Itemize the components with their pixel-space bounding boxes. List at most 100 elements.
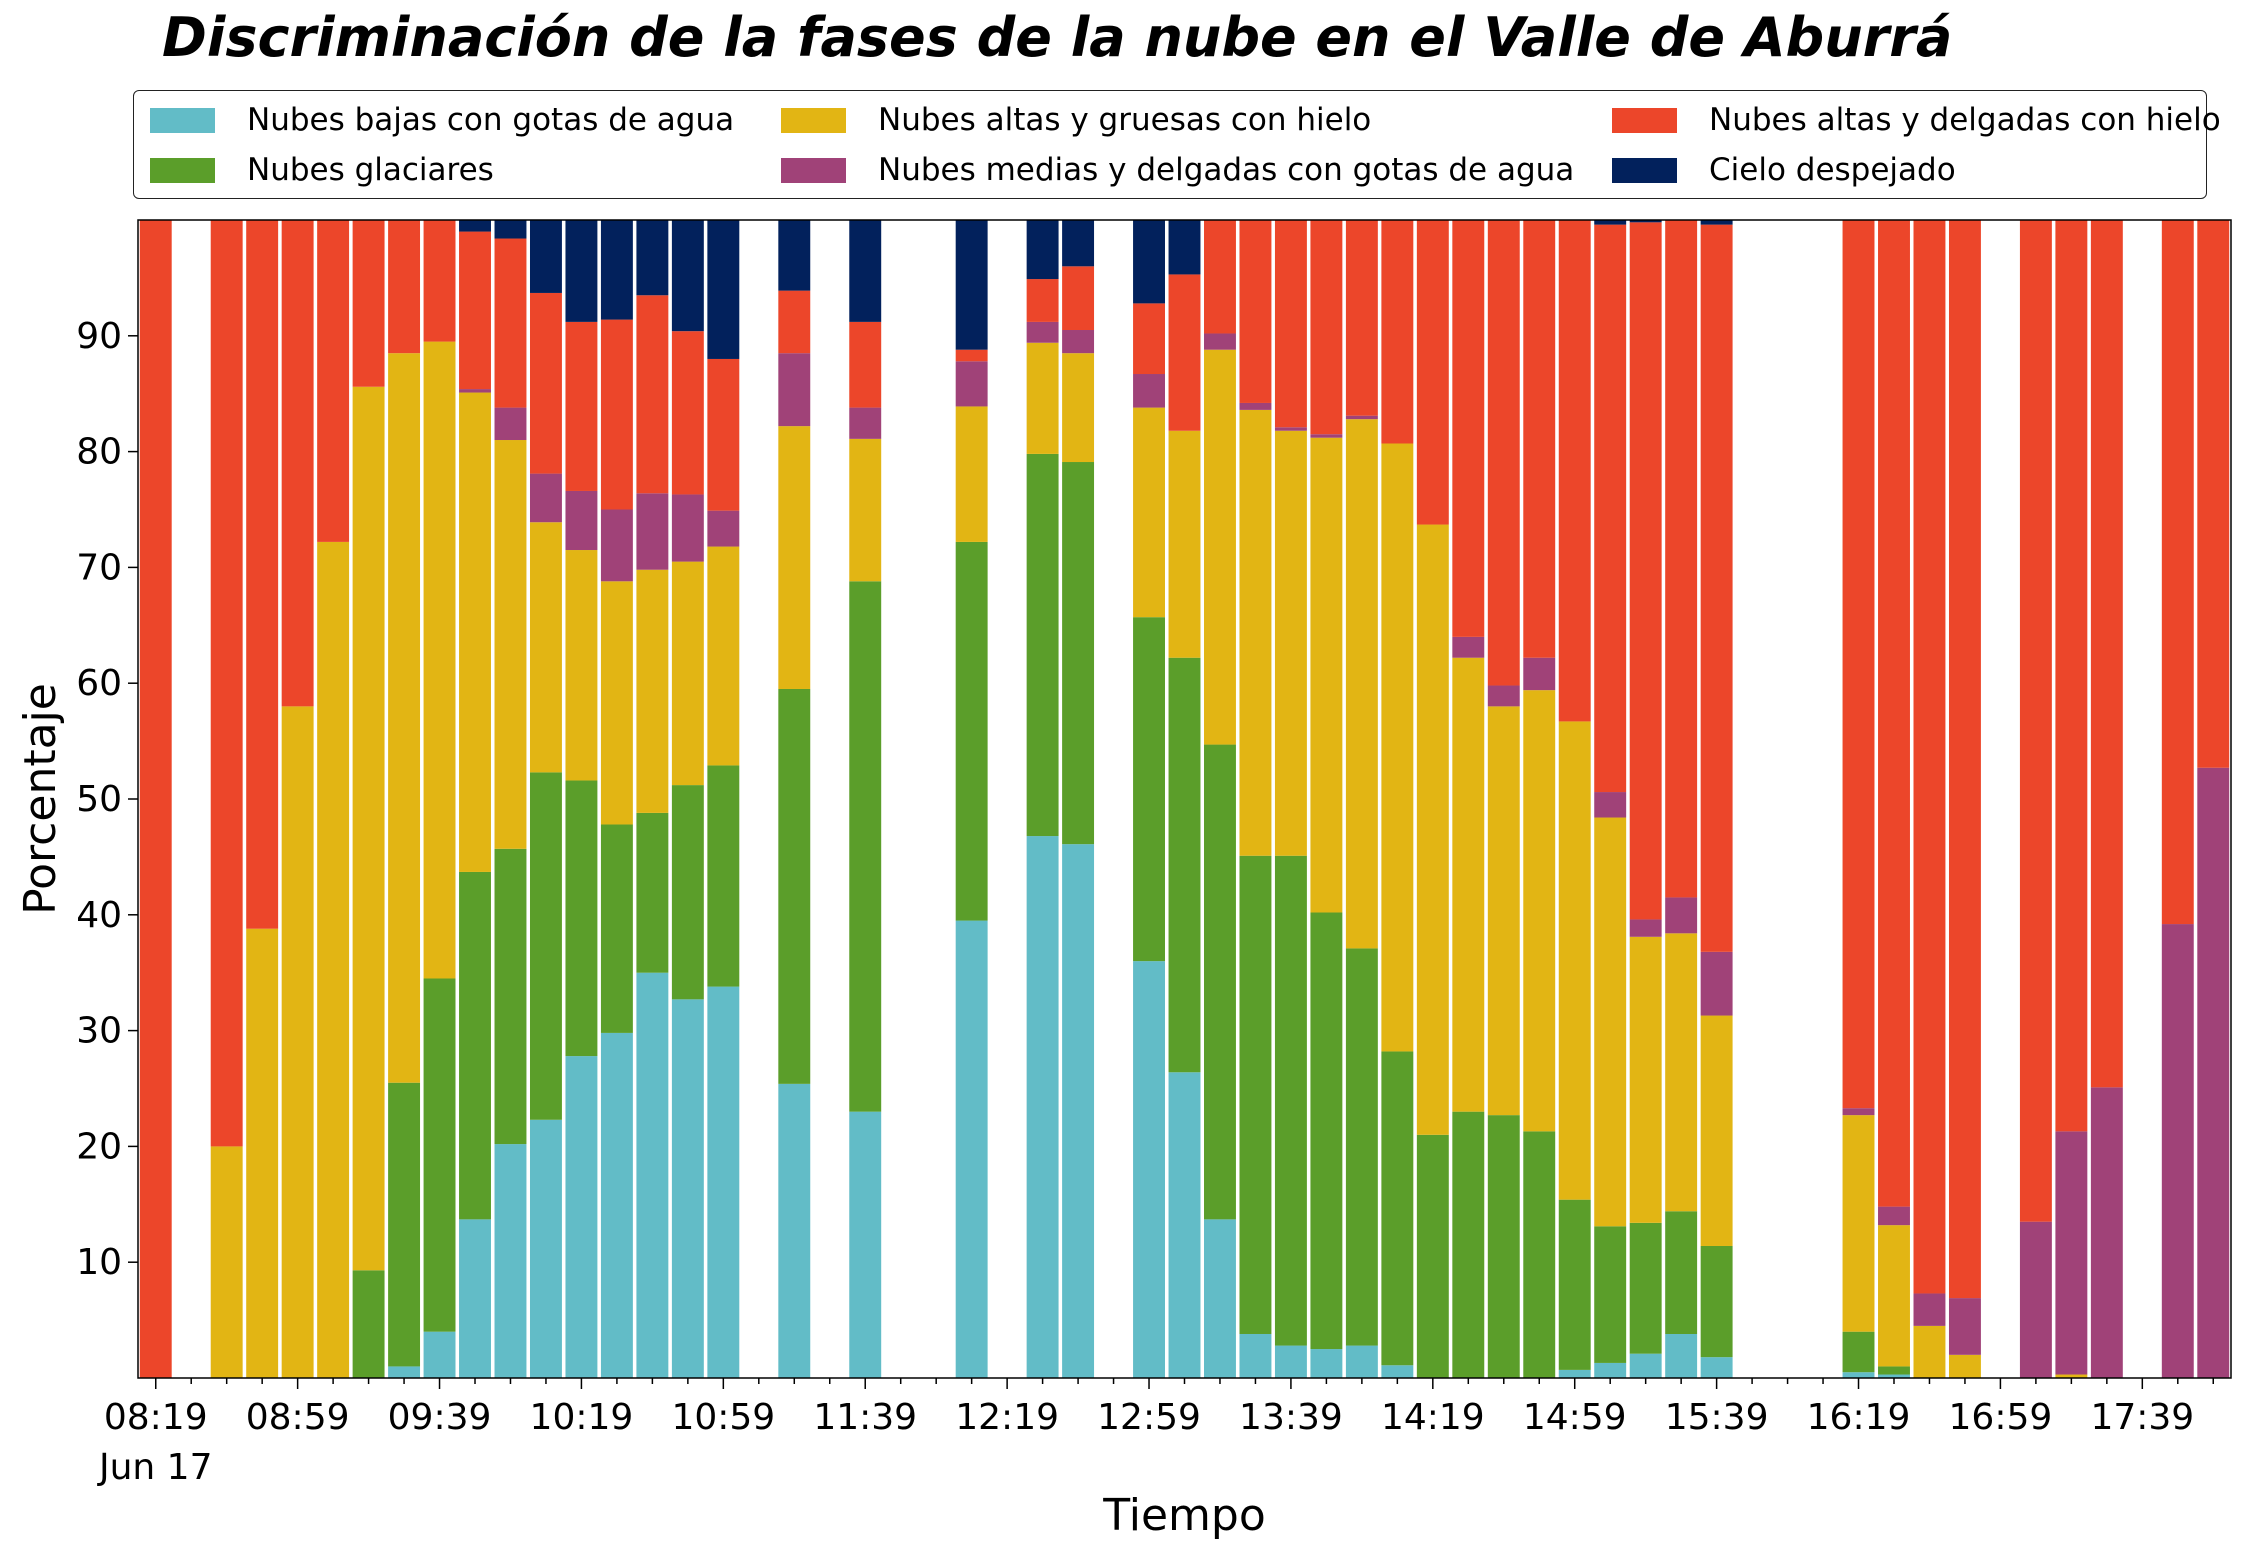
bar-segment [1168,430,1201,658]
bar-segment [955,349,988,362]
bar-segment [1133,220,1165,304]
bar-segment [1239,1334,1272,1378]
bar-segment [636,812,669,973]
bar-segment [2055,1374,2088,1378]
x-tick-label: 16:59 [1949,1397,2053,1438]
chart-title: Discriminación de la fases de la nube en… [162,6,1953,69]
bar-segment [1381,1051,1414,1366]
bar-segment [1204,349,1236,745]
y-axis-label: Porcentaje [15,683,66,915]
bar-segment [2161,924,2194,1378]
bar-segment [1274,1345,1307,1378]
bar-segment [246,928,279,1378]
bar-segment [1878,1374,1910,1378]
bar-segment [1948,1354,1981,1378]
y-tick-label: 30 [76,1011,122,1052]
legend-label: Nubes glaciares [247,152,494,188]
bar-segment [1700,1015,1733,1246]
x-tick-label: 14:59 [1523,1397,1627,1438]
bar-segment [1204,333,1236,350]
bar-segment [565,220,598,322]
bar-segment [1487,685,1520,707]
y-tick-label: 10 [76,1242,122,1283]
bar-segment [1700,1357,1733,1378]
bar-segment [459,1219,491,1378]
bar-segment [1629,936,1662,1223]
bar-segment [955,541,988,921]
bar-segment [1700,220,1733,225]
bar-segment [671,220,704,332]
bar-segment [1062,266,1095,331]
bar-segment [459,231,491,390]
bar-segment [1168,1072,1201,1378]
bar-segment [707,986,740,1378]
bar-segment [1381,443,1414,1052]
x-tick-sublabel: Jun 17 [97,1447,213,1488]
bar-segment [1523,1131,1556,1378]
bar-segment [210,1146,243,1378]
bar-segment [1133,374,1165,408]
bar-segment [1523,220,1556,658]
x-tick-label: 15:39 [1665,1397,1769,1438]
legend-swatch [781,107,846,133]
bar-segment [529,522,562,773]
bar-segment [671,331,704,495]
bar-segment [139,220,172,1378]
bar-segment [636,295,669,494]
bar-segment [1558,1199,1591,1370]
y-tick-label: 90 [76,316,122,357]
x-axis-label: Tiempo [1102,1490,1266,1541]
bar-segment [636,220,669,296]
legend-item-clear-sky: Cielo despejado [1612,152,1956,188]
bar-segment [565,321,598,491]
y-tick-label: 80 [76,432,122,473]
bar-segment [1948,220,1981,1299]
bar-segment [1133,407,1165,618]
bar-segment [1133,617,1165,962]
bar-segment [1665,220,1698,898]
bar-segment [1274,220,1307,428]
bar-segment [1629,1353,1662,1378]
bar-segment [1310,434,1343,438]
bar-segment [1665,897,1698,934]
bar-segment [707,358,740,511]
bar-segment [1842,220,1875,1109]
x-tick-label: 12:19 [955,1397,1059,1438]
bar-segment [1062,353,1095,463]
bar-segment [459,392,491,872]
bar-segment [494,440,527,849]
bar-segment [2197,767,2230,1378]
bar-segment [778,220,811,291]
bar-segment [1310,912,1343,1350]
bar-segment [494,407,527,441]
bar-segment [1204,220,1236,334]
bar-segment [2161,220,2194,925]
bar-segment [1239,220,1272,403]
legend-swatch [150,107,215,133]
bar-segment [1345,948,1378,1346]
y-tick-label: 60 [76,663,122,704]
bar-segment [388,353,421,1083]
bar-segment [778,1083,811,1378]
bar-segment [636,569,669,813]
bar-segment [600,509,633,582]
legend-swatch [150,157,215,183]
bar-segment [778,353,811,427]
legend-item-high-thick-ice: Nubes altas y gruesas con hielo [781,102,1371,138]
bar-segment [1239,855,1272,1334]
bar-segment [1310,220,1343,435]
bar-segment [1558,1369,1591,1378]
bar-segment [2019,1221,2052,1378]
bar-segment [1168,274,1201,431]
bar-segment [246,220,279,929]
bar-segment [1842,1331,1875,1373]
bar-segment [778,688,811,1084]
x-tick-label: 17:39 [2090,1397,2194,1438]
bar-segment [671,494,704,562]
bar-segment [1948,1298,1981,1355]
bar-segment [388,1082,421,1367]
bar-segment [1026,279,1059,322]
bar-segment [778,290,811,354]
bar-segment [1062,844,1095,1378]
bar-segment [281,706,314,1378]
